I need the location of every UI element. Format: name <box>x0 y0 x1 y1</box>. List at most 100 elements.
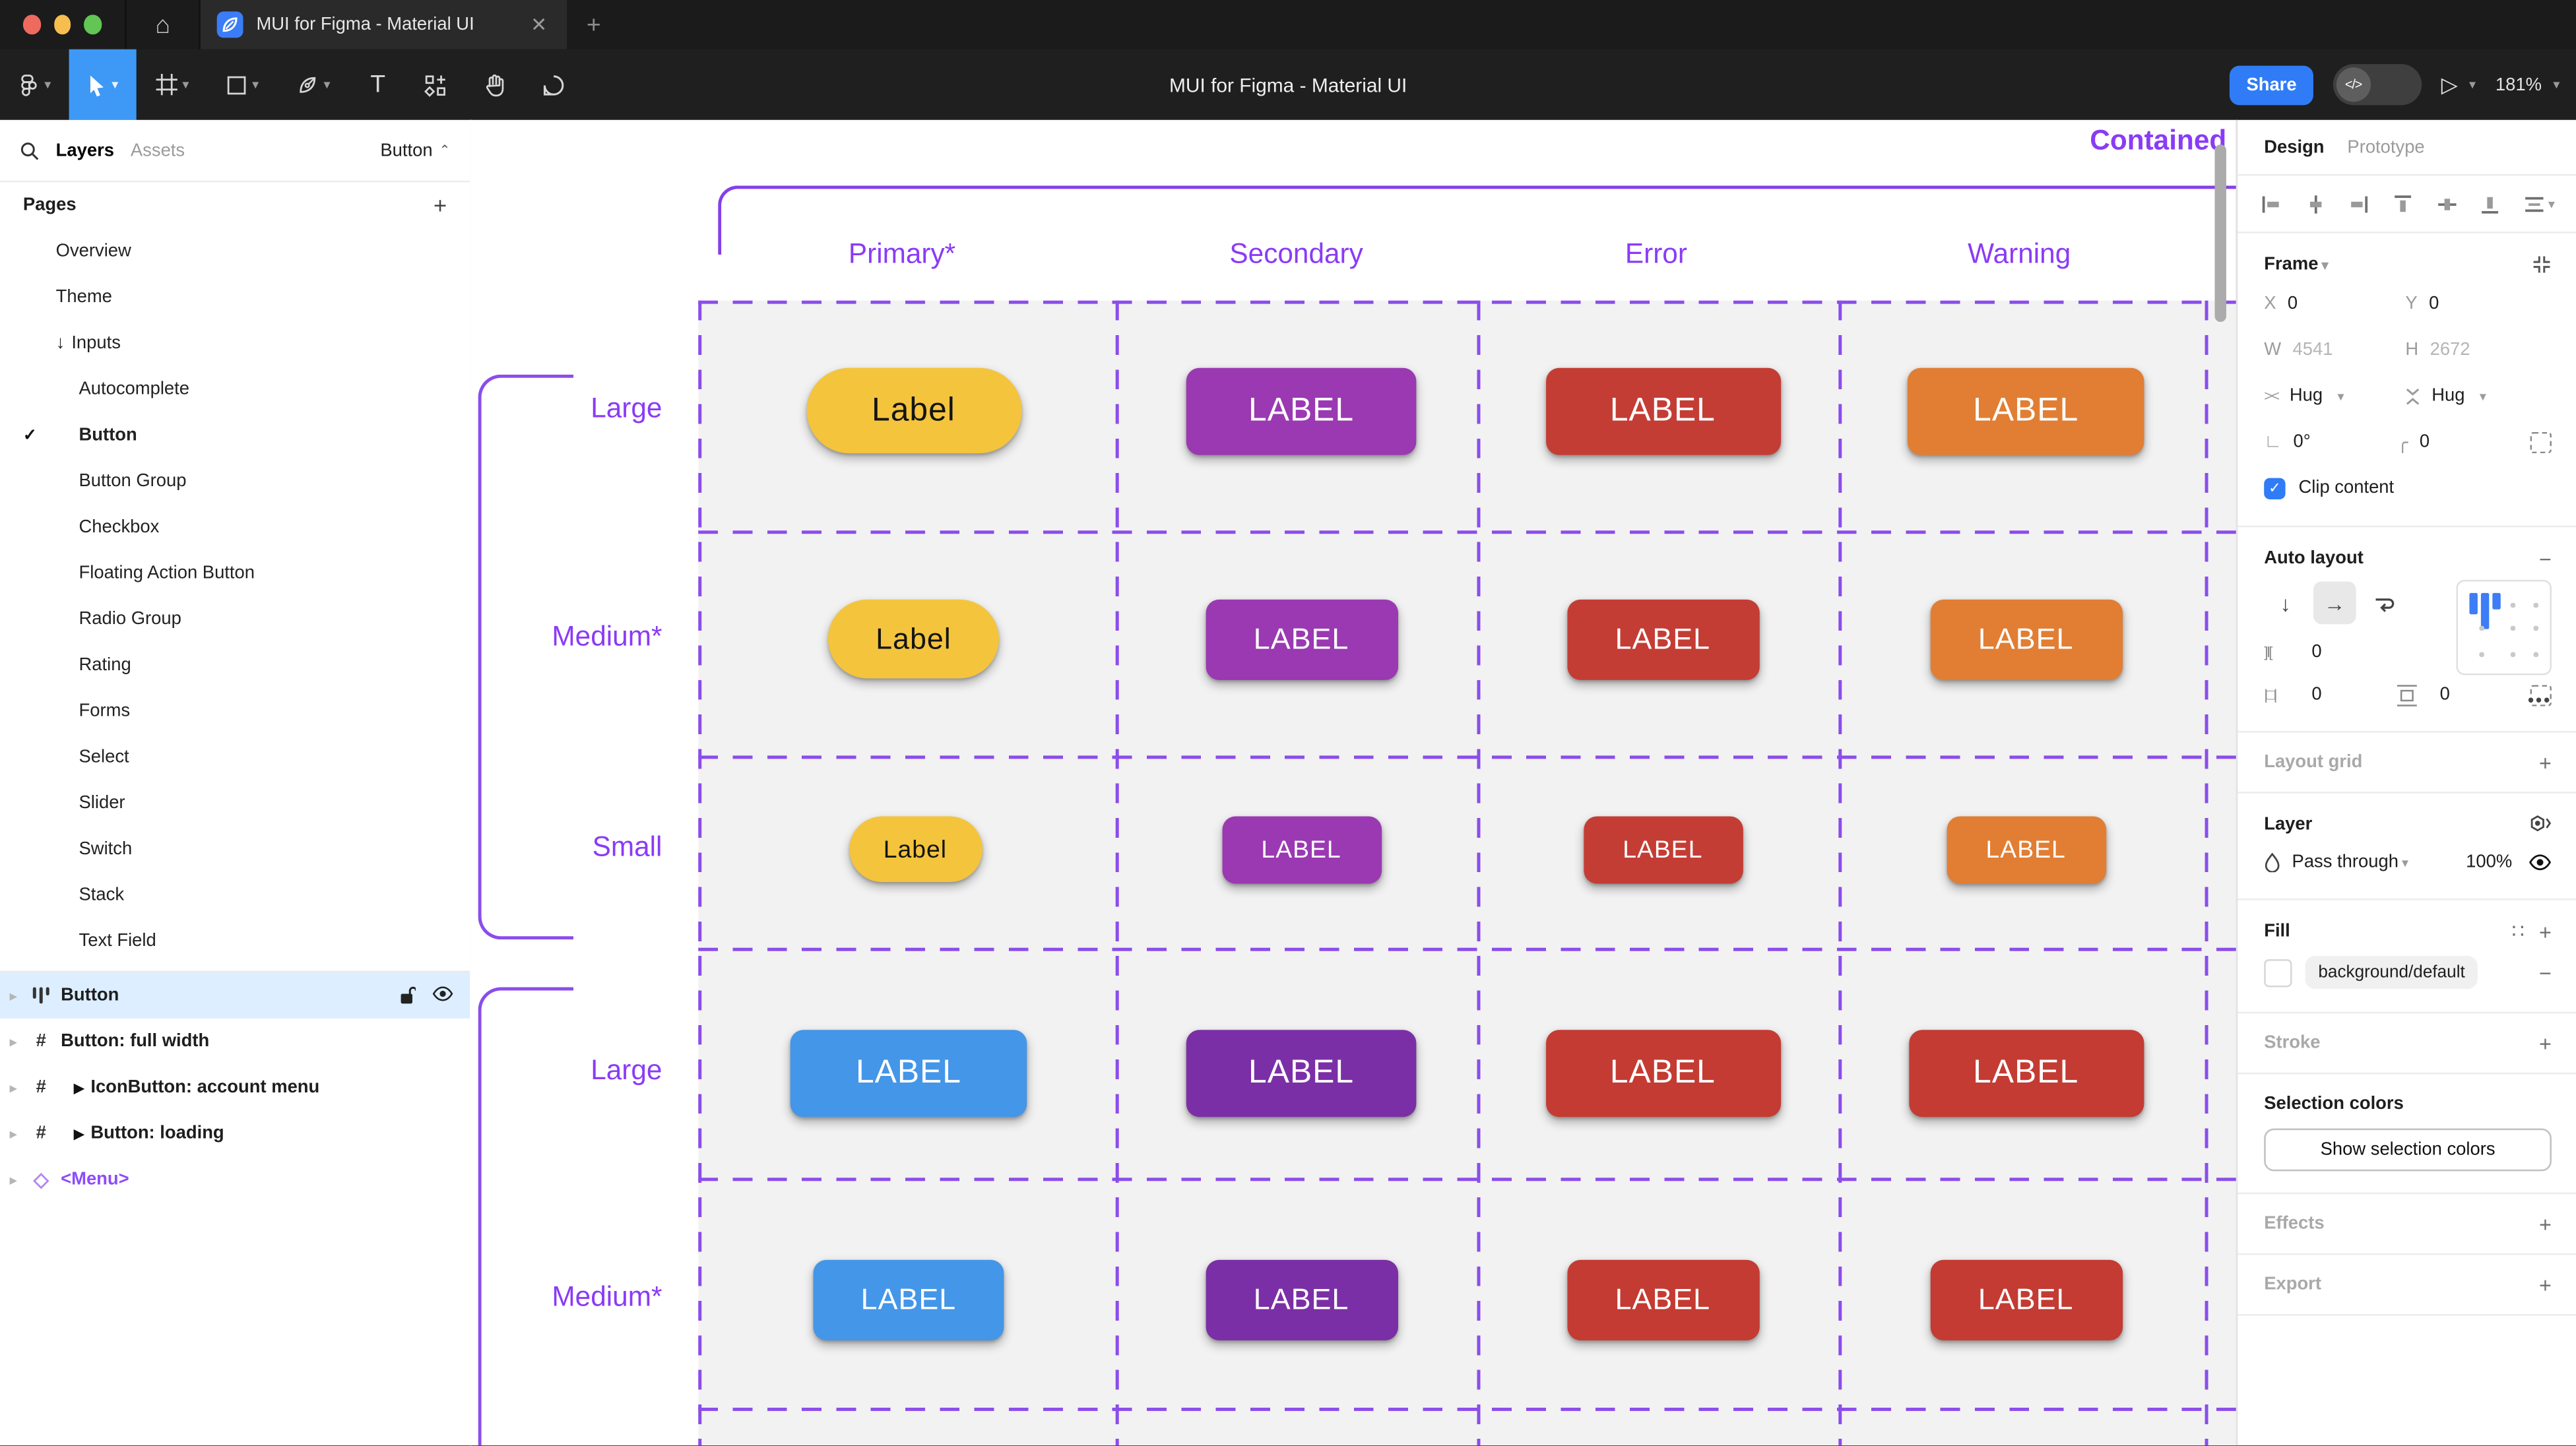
file-tab[interactable]: MUI for Figma - Material UI ✕ <box>200 0 567 49</box>
distribute-menu[interactable]: ▾ <box>2523 193 2555 214</box>
expand-chevron-icon[interactable]: ▸ <box>9 988 16 1003</box>
share-button[interactable]: Share <box>2230 65 2313 105</box>
horizontal-resizing-select[interactable]: >< Hug ▾ <box>2264 386 2344 406</box>
tab-assets[interactable]: Assets <box>130 140 185 160</box>
layer-row-button[interactable]: ▸ Button <box>0 972 470 1019</box>
sidebar-page-autocomplete[interactable]: Autocomplete <box>0 366 470 412</box>
canvas-button[interactable]: LABEL <box>1566 598 1759 679</box>
resources-tool-button[interactable] <box>406 49 465 120</box>
canvas-button[interactable]: LABEL <box>1946 815 2106 883</box>
canvas-button[interactable]: Label <box>806 367 1021 454</box>
add-export-button[interactable]: + <box>2539 1272 2552 1297</box>
sidebar-page-switch[interactable]: Switch <box>0 826 470 872</box>
align-bottom-icon[interactable] <box>2480 193 2501 214</box>
canvas-button[interactable]: LABEL <box>1929 1259 2122 1340</box>
add-page-button[interactable]: + <box>433 192 447 219</box>
frame-tool-button[interactable]: ▾ <box>137 49 209 120</box>
visible-icon[interactable] <box>432 986 453 1002</box>
canvas-button[interactable]: LABEL <box>1205 1259 1398 1340</box>
remove-auto-layout-button[interactable]: − <box>2539 546 2552 571</box>
align-left-icon[interactable] <box>2261 193 2282 214</box>
canvas-button[interactable]: LABEL <box>813 1259 1004 1340</box>
layout-wrap-button[interactable] <box>2363 581 2406 624</box>
add-layout-grid-button[interactable]: + <box>2539 749 2552 775</box>
canvas-button[interactable]: LABEL <box>1545 1028 1780 1116</box>
vertical-resizing-select[interactable]: Hug ▾ <box>2405 386 2546 406</box>
pen-tool-button[interactable]: ▾ <box>278 49 350 120</box>
frame-name-label[interactable]: Contained <box>2090 125 2227 156</box>
independent-corners-button[interactable] <box>2530 431 2552 453</box>
clip-content-checkbox[interactable]: ✓ <box>2264 477 2286 499</box>
tab-prototype[interactable]: Prototype <box>2347 137 2425 157</box>
canvas-button[interactable]: LABEL <box>1929 598 2122 679</box>
gap-field[interactable]: ]ǀ[0 <box>2264 642 2322 662</box>
align-horizontal-center-icon[interactable] <box>2305 193 2326 214</box>
layer-row-button-full-width[interactable]: ▸ # Button: full width <box>0 1019 470 1065</box>
layout-horizontal-button[interactable]: → <box>2313 581 2356 625</box>
canvas-button[interactable]: LABEL <box>1907 367 2144 455</box>
canvas[interactable]: Contained Primary* Secondary Error Warning … <box>470 119 2236 1446</box>
tab-design[interactable]: Design <box>2264 137 2325 157</box>
canvas-button[interactable]: LABEL <box>1908 1028 2144 1116</box>
blend-mode-button[interactable] <box>2528 814 2552 835</box>
collapse-panel-button[interactable] <box>2532 255 2552 274</box>
sidebar-page-button-group[interactable]: Button Group <box>0 458 470 505</box>
close-window-button[interactable] <box>22 15 41 35</box>
chevron-down-icon[interactable]: ▾ <box>2321 257 2329 272</box>
layer-row-button-loading[interactable]: ▸ # ▶ Button: loading <box>0 1110 470 1156</box>
layout-vertical-button[interactable]: ↓ <box>2280 590 2291 615</box>
canvas-button[interactable]: LABEL <box>1583 815 1743 883</box>
sidebar-page-theme[interactable]: Theme <box>0 274 470 321</box>
fill-style-chip[interactable]: background/default <box>2305 956 2478 989</box>
dev-mode-toggle[interactable]: </> <box>2333 64 2422 106</box>
hand-tool-button[interactable] <box>465 49 525 120</box>
height-field[interactable]: H 2672 <box>2405 340 2470 360</box>
sidebar-page-checkbox[interactable]: Checkbox <box>0 504 470 550</box>
width-field[interactable]: W 4541 <box>2264 340 2333 360</box>
clip-content-row[interactable]: ✓ Clip content <box>2264 465 2552 511</box>
close-tab-icon[interactable]: ✕ <box>531 13 548 36</box>
sidebar-page-slider[interactable]: Slider <box>0 780 470 827</box>
sidebar-page-rating[interactable]: Rating <box>0 643 470 689</box>
zoom-level-menu[interactable]: 181% ▾ <box>2496 75 2560 94</box>
new-tab-button[interactable]: + <box>586 11 601 39</box>
expand-chevron-icon[interactable]: ▸ <box>9 1172 16 1187</box>
horizontal-padding-field[interactable]: |□| 0 <box>2264 685 2322 705</box>
vertical-padding-field[interactable]: 0 <box>2397 684 2530 706</box>
present-button[interactable]: ▷ ▾ <box>2441 71 2476 96</box>
home-button[interactable]: ⌂ <box>125 0 201 49</box>
sidebar-page-forms[interactable]: Forms <box>0 688 470 734</box>
fill-color-swatch[interactable] <box>2264 958 2292 987</box>
sidebar-page-text-field[interactable]: Text Field <box>0 918 470 964</box>
auto-layout-more-button[interactable]: ••• <box>2527 691 2552 712</box>
sidebar-page-select[interactable]: Select <box>0 734 470 780</box>
main-menu-button[interactable]: ▾ <box>0 49 69 120</box>
opacity-value[interactable]: 100% <box>2466 852 2513 873</box>
expand-chevron-icon[interactable]: ▸ <box>9 1080 16 1095</box>
comment-tool-button[interactable] <box>524 49 583 120</box>
expand-chevron-icon[interactable]: ▸ <box>9 1125 16 1141</box>
sidebar-page-overview[interactable]: Overview <box>0 228 470 274</box>
canvas-button[interactable]: LABEL <box>1186 367 1417 455</box>
styles-icon[interactable]: ∷ <box>2511 920 2527 943</box>
show-selection-colors-button[interactable]: Show selection colors <box>2264 1128 2552 1172</box>
remove-fill-button[interactable]: − <box>2539 960 2552 985</box>
independent-padding-button[interactable] <box>2530 684 2552 706</box>
align-right-icon[interactable] <box>2348 193 2369 214</box>
add-fill-button[interactable]: + <box>2539 919 2552 944</box>
canvas-button[interactable]: LABEL <box>1545 367 1780 455</box>
unlock-icon[interactable] <box>399 986 416 1005</box>
search-icon[interactable] <box>20 141 40 160</box>
add-stroke-button[interactable]: + <box>2539 1030 2552 1055</box>
canvas-button[interactable]: LABEL <box>1186 1028 1417 1116</box>
text-tool-button[interactable]: T <box>350 49 406 120</box>
canvas-button[interactable]: LABEL <box>1566 1259 1759 1340</box>
canvas-button[interactable]: LABEL <box>790 1028 1027 1116</box>
shape-tool-button[interactable]: ▾ <box>209 49 278 120</box>
move-tool-button[interactable]: ▾ <box>69 49 137 120</box>
instance-swap-icon[interactable]: ▶ <box>74 1080 84 1095</box>
expand-chevron-icon[interactable]: ▸ <box>9 1034 16 1049</box>
canvas-button[interactable]: Label <box>849 816 982 883</box>
